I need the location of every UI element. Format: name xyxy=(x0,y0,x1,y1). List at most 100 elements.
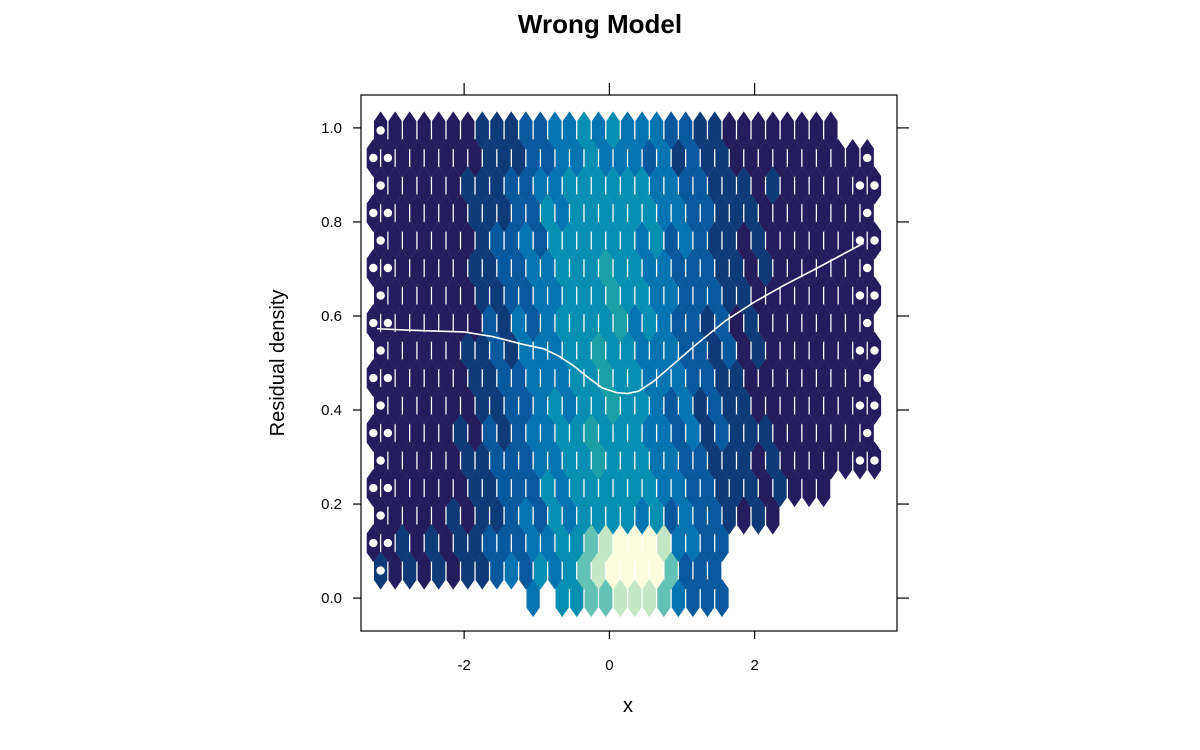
hex-cell xyxy=(817,469,831,508)
hex-cell xyxy=(642,248,656,288)
hex-cell xyxy=(708,111,722,150)
hex-cell xyxy=(461,111,475,150)
hex-cell xyxy=(751,386,765,425)
hex-hole xyxy=(855,346,865,355)
hex-cell xyxy=(511,469,526,508)
hex-cell xyxy=(766,166,780,205)
hex-cell xyxy=(831,303,845,343)
hex-cell xyxy=(664,386,678,425)
hex-cell xyxy=(628,469,642,508)
hex-cell xyxy=(584,524,598,563)
hex-cell xyxy=(541,138,555,178)
hex-cell xyxy=(809,166,824,205)
hex-cell xyxy=(620,221,635,260)
hex-cell xyxy=(613,358,627,398)
hex-cell xyxy=(395,193,410,233)
hex-cell xyxy=(562,496,577,535)
hex-cell xyxy=(671,579,686,618)
hex-cell xyxy=(519,331,533,370)
hex-cell xyxy=(395,303,410,343)
hex-cell xyxy=(766,111,780,150)
hex-cell xyxy=(620,386,635,425)
hex-cell xyxy=(787,358,802,398)
hex-cell xyxy=(432,276,446,315)
hex-cell xyxy=(424,193,439,233)
hex-cell xyxy=(403,166,417,205)
hex-cell xyxy=(410,358,424,398)
hex-cell xyxy=(475,276,489,315)
hex-cell xyxy=(446,551,460,590)
hex-cell xyxy=(548,111,562,150)
hex-cell xyxy=(628,579,642,618)
hex-cell xyxy=(766,496,780,535)
hex-cell xyxy=(599,413,613,453)
hex-cell xyxy=(635,386,649,425)
hex-cell xyxy=(671,248,686,288)
hex-cell xyxy=(664,221,678,260)
hex-cell xyxy=(439,248,453,288)
hex-cell xyxy=(787,193,802,233)
hex-cell xyxy=(468,524,482,563)
hex-cell xyxy=(649,221,664,260)
hex-hole xyxy=(863,428,872,438)
hex-cell xyxy=(584,193,598,233)
hex-cell xyxy=(453,524,468,563)
hex-cell xyxy=(613,193,627,233)
hex-cell xyxy=(424,524,439,563)
hex-cell xyxy=(562,276,577,315)
hex-cell xyxy=(453,248,468,288)
hex-cell xyxy=(497,469,511,508)
hex-hole xyxy=(376,291,385,300)
hex-cell xyxy=(700,524,715,563)
hex-cell xyxy=(751,441,765,480)
hex-cell xyxy=(628,193,642,233)
hex-cell xyxy=(511,303,526,343)
hex-cell xyxy=(649,386,664,425)
hex-cell xyxy=(591,441,606,480)
hex-cell xyxy=(562,441,577,480)
hex-cell xyxy=(751,276,765,315)
hex-cell xyxy=(831,193,845,233)
hex-cell xyxy=(388,386,402,425)
hex-cell xyxy=(846,248,860,288)
hex-cell xyxy=(664,331,678,370)
hex-cell xyxy=(388,496,402,535)
hex-cell xyxy=(541,524,555,563)
hex-cell xyxy=(758,138,773,178)
hex-cell xyxy=(737,276,751,315)
hex-cell xyxy=(679,386,693,425)
hex-cell xyxy=(482,358,497,398)
hex-cell xyxy=(780,111,794,150)
hex-cell xyxy=(809,441,824,480)
hex-cell xyxy=(679,496,693,535)
hex-cell xyxy=(526,524,540,563)
hex-cell xyxy=(751,496,765,535)
hex-cell xyxy=(686,193,700,233)
hex-cell xyxy=(649,496,664,535)
hex-cell xyxy=(548,441,562,480)
hex-cell xyxy=(461,441,475,480)
hex-cell xyxy=(606,276,620,315)
hex-hole xyxy=(376,126,385,135)
hex-cell xyxy=(846,138,860,178)
hex-cell xyxy=(504,496,518,535)
hex-cell xyxy=(737,386,751,425)
hex-cell xyxy=(795,221,809,260)
hex-cell xyxy=(722,386,736,425)
hex-cell xyxy=(635,331,649,370)
hex-cell xyxy=(613,248,627,288)
hex-cell xyxy=(577,166,591,205)
hex-cell xyxy=(511,248,526,288)
hex-cell xyxy=(519,166,533,205)
hex-cell xyxy=(817,193,831,233)
hex-cell xyxy=(628,303,642,343)
hex-cell xyxy=(432,166,446,205)
hex-cell xyxy=(620,441,635,480)
hex-cell xyxy=(664,166,678,205)
x-tick-label: 0 xyxy=(605,657,613,674)
hex-cell xyxy=(700,138,715,178)
hex-cell xyxy=(417,221,431,260)
hex-cell xyxy=(649,551,664,590)
smooth-line-layer xyxy=(376,242,864,395)
hex-cell xyxy=(461,276,475,315)
